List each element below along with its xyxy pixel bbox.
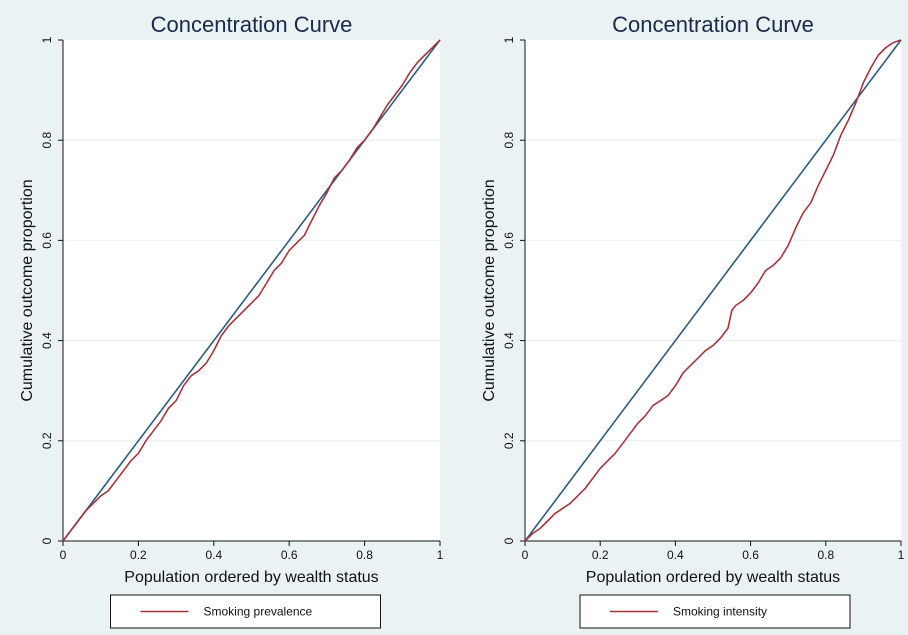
- concentration-curve-line: [524, 39, 902, 542]
- x-tick-label: 1: [437, 548, 444, 562]
- y-tick-label: 0.8: [40, 132, 54, 149]
- equality-line: [62, 39, 441, 542]
- x-axis-label: Population ordered by wealth status: [586, 569, 840, 586]
- legend-label: Smoking prevalence: [204, 605, 313, 619]
- y-tick-label: 0.6: [40, 232, 54, 249]
- x-tick-label: 0.8: [817, 548, 834, 562]
- legend: Smoking intensity: [579, 594, 851, 629]
- y-tick-label: 1: [40, 36, 54, 43]
- y-tick-label: 0: [40, 537, 54, 544]
- x-tick-label: 0.6: [281, 548, 298, 562]
- chart-title: Concentration Curve: [151, 12, 353, 37]
- y-tick-label: 1: [502, 36, 516, 43]
- y-axis-label: Cumulative outcome proportion: [19, 179, 36, 401]
- chart-panel-right: Concentration Curve 0 0.2 0.4 0.6 0.8 1 0 0.2 0.4…: [481, 12, 905, 629]
- x-tick-label: 0.8: [356, 548, 373, 562]
- y-tick-label: 0.4: [40, 332, 54, 349]
- legend: Smoking prevalence: [110, 594, 381, 629]
- x-tick-label: 0: [522, 548, 529, 562]
- equality-line: [524, 39, 902, 542]
- y-axis-label: Cumulative outcome proportion: [481, 179, 498, 401]
- y-tick-label: 0.2: [502, 432, 516, 449]
- y-tick-label: 0.8: [502, 132, 516, 149]
- y-tick-label: 0: [502, 537, 516, 544]
- x-axis-label: Population ordered by wealth status: [124, 569, 378, 586]
- x-tick-label: 0: [60, 548, 67, 562]
- x-tick-label: 1: [898, 548, 905, 562]
- x-tick-label: 0.4: [205, 548, 222, 562]
- y-tick-label: 0.2: [40, 432, 54, 449]
- concentration-curve-line: [62, 39, 441, 542]
- y-tick-label: 0.6: [502, 232, 516, 249]
- y-tick-label: 0.4: [502, 332, 516, 349]
- x-tick-label: 0.2: [130, 548, 147, 562]
- chart-title: Concentration Curve: [612, 12, 814, 37]
- chart-panel-left: Concentration Curve 0 0.2 0.4 0.6 0.8 1 0 0.2 0.4…: [19, 12, 444, 629]
- x-tick-label: 0.4: [667, 548, 684, 562]
- legend-label: Smoking intensity: [673, 605, 767, 619]
- x-tick-label: 0.2: [592, 548, 609, 562]
- x-tick-label: 0.6: [742, 548, 759, 562]
